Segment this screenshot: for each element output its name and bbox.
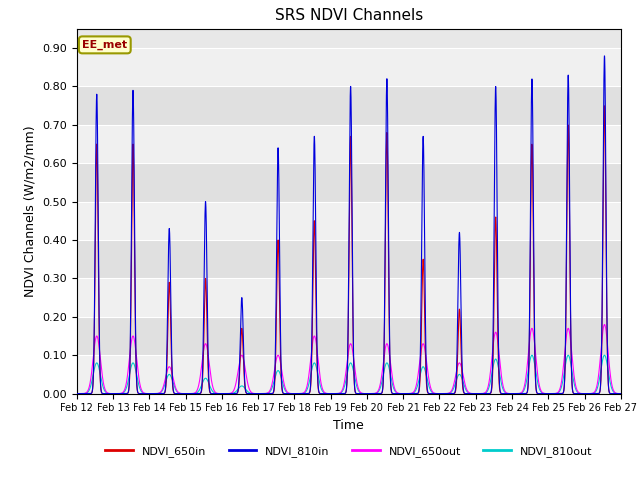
Y-axis label: NDVI Channels (W/m2/mm): NDVI Channels (W/m2/mm) [24, 125, 36, 297]
Bar [77, 125, 621, 163]
Bar [77, 86, 621, 125]
Title: SRS NDVI Channels: SRS NDVI Channels [275, 9, 423, 24]
Bar [77, 278, 621, 317]
Bar [77, 240, 621, 278]
Bar [77, 202, 621, 240]
Legend: NDVI_650in, NDVI_810in, NDVI_650out, NDVI_810out: NDVI_650in, NDVI_810in, NDVI_650out, NDV… [101, 441, 596, 461]
Text: EE_met: EE_met [82, 40, 127, 50]
Bar [77, 355, 621, 394]
Bar [77, 163, 621, 202]
Bar [77, 48, 621, 86]
X-axis label: Time: Time [333, 419, 364, 432]
Bar [77, 317, 621, 355]
